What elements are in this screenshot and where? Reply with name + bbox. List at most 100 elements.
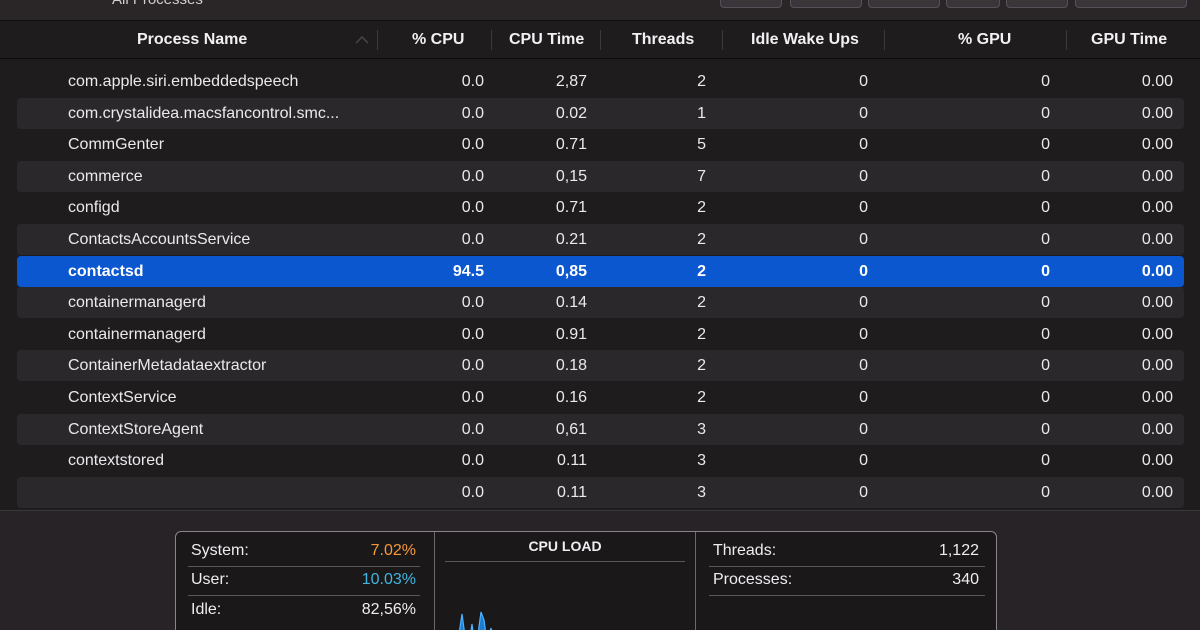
cpu-load-graph-line: [458, 611, 493, 630]
idle-stat: Idle: 82,56%: [191, 597, 416, 623]
threads-cell: 1: [697, 104, 706, 122]
column-divider[interactable]: [722, 30, 723, 50]
column-divider[interactable]: [491, 30, 492, 50]
process-name-cell: ContactsAccountsService: [68, 231, 251, 248]
column-divider[interactable]: [1066, 30, 1067, 50]
divider: [188, 595, 420, 596]
process-name-cell: contextstored: [68, 452, 165, 470]
table-row[interactable]: ContextService 0.0 0.16 2 0 0 0.00: [17, 382, 1184, 413]
cpu-time-cell: 0,85: [555, 262, 587, 280]
idle-wake-ups-cell: 0: [859, 452, 868, 470]
gpu-time-cell: 0.00: [1141, 136, 1173, 154]
cpu-cell: 0.0: [461, 389, 484, 406]
system-label: System:: [191, 542, 249, 559]
toolbar-segment-cpu[interactable]: [720, 0, 782, 8]
gpu-cell: 0: [1041, 389, 1050, 406]
threads-stat: Threads: 1,122: [713, 538, 979, 564]
threads-cell: 2: [697, 294, 706, 312]
processes-value: 340: [952, 571, 979, 588]
gpu-cell: 0: [1041, 231, 1050, 248]
idle-wake-ups-cell: 0: [859, 136, 868, 154]
idle-wake-ups-cell: 0: [859, 231, 868, 248]
column-header-cpu-time[interactable]: CPU Time: [509, 31, 585, 48]
table-row[interactable]: CommGenter 0.0 0.71 5 0 0 0.00: [17, 129, 1184, 160]
table-row[interactable]: containermanagerd 0.0 0.91 2 0 0 0.00: [17, 319, 1184, 350]
processes-stat: Processes: 340: [713, 567, 979, 593]
table-row[interactable]: contextstored 0.0 0.11 3 0 0 0.00: [17, 445, 1184, 476]
column-header-gpu-time[interactable]: GPU Time: [1091, 31, 1168, 48]
cpu-time-cell: 0.18: [555, 357, 587, 375]
table-row-selected[interactable]: contactsd 94.5 0,85 2 0 0 0.00: [17, 255, 1184, 287]
system-value: 7.02%: [370, 542, 416, 559]
gpu-time-cell: 0.00: [1141, 483, 1173, 501]
toolbar: All Processes: [0, 0, 1200, 21]
table-row[interactable]: com.crystalidea.macsfancontrol.smc... 0.0…: [17, 97, 1184, 129]
process-name-cell: ContextService: [68, 389, 177, 406]
cpu-load-panel: CPU LOAD: [434, 532, 696, 630]
cpu-usage-panel: System: 7.02% User: 10.03% Idle: 82,56%: [176, 532, 433, 630]
idle-wake-ups-cell: 0: [859, 262, 868, 280]
search-field[interactable]: [1075, 0, 1187, 8]
table-header: Process Name % CPU CPU Time Threads Idle…: [0, 21, 1200, 59]
gpu-cell: 0: [1041, 325, 1050, 343]
cpu-cell: 0.0: [461, 104, 484, 122]
toolbar-segment-energy[interactable]: [868, 0, 940, 8]
column-header-threads[interactable]: Threads: [632, 31, 695, 48]
user-stat: User: 10.03%: [191, 567, 416, 593]
threads-cell: 3: [697, 452, 706, 470]
column-header-idle-wake-ups[interactable]: Idle Wake Ups: [751, 31, 859, 48]
idle-wake-ups-cell: 0: [859, 420, 868, 438]
table-row[interactable]: containermanagerd 0.0 0.14 2 0 0 0.00: [17, 287, 1184, 319]
sort-chevron-icon[interactable]: [355, 35, 369, 45]
column-divider[interactable]: [600, 30, 601, 50]
table-row[interactable]: commerce 0.0 0,15 7 0 0 0.00: [17, 160, 1184, 192]
cpu-cell: 0.0: [461, 294, 484, 312]
system-stat: System: 7.02%: [191, 538, 416, 564]
gpu-cell: 0: [1041, 294, 1050, 312]
column-header-gpu[interactable]: % GPU: [958, 31, 1012, 48]
view-filter-label[interactable]: All Processes: [112, 0, 203, 8]
column-divider[interactable]: [377, 30, 378, 50]
idle-wake-ups-cell: 0: [859, 294, 868, 312]
idle-wake-ups-cell: 0: [859, 199, 868, 217]
threads-cell: 2: [697, 262, 706, 280]
threads-value: 1,122: [938, 542, 979, 559]
divider: [188, 566, 420, 567]
cpu-time-cell: 0.71: [555, 136, 587, 154]
stats-footer: System: 7.02% User: 10.03% Idle: 82,56% …: [0, 510, 1200, 630]
threads-cell: 2: [697, 325, 706, 343]
gpu-time-cell: 0.00: [1141, 73, 1173, 90]
toolbar-segment-disk[interactable]: [946, 0, 1000, 8]
threads-cell: 7: [697, 167, 706, 185]
threads-cell: 2: [697, 199, 706, 217]
cpu-cell: 0.0: [461, 420, 484, 438]
idle-wake-ups-cell: 0: [859, 325, 868, 343]
threads-cell: 2: [697, 389, 706, 406]
toolbar-segment-memory[interactable]: [790, 0, 862, 8]
table-row[interactable]: 0.0 0.11 3 0 0 0.00: [17, 476, 1184, 508]
cpu-time-cell: 0.11: [557, 452, 587, 470]
toolbar-segment-network[interactable]: [1006, 0, 1068, 8]
process-name-cell: configd: [68, 199, 120, 217]
gpu-time-cell: 0.00: [1141, 104, 1173, 122]
process-name-cell: ContextStoreAgent: [68, 420, 204, 438]
idle-wake-ups-cell: 0: [859, 104, 868, 122]
cpu-cell: 0.0: [461, 357, 484, 375]
gpu-time-cell: 0.00: [1141, 357, 1173, 375]
column-header-cpu[interactable]: % CPU: [412, 31, 465, 48]
table-row[interactable]: configd 0.0 0.71 2 0 0 0.00: [17, 192, 1184, 223]
process-name-cell: contactsd: [68, 262, 144, 280]
idle-label: Idle:: [191, 601, 222, 618]
table-row[interactable]: com.apple.siri.embeddedspeech 0.0 2,87 2 0 0 0…: [17, 66, 1184, 97]
threads-cell: 2: [697, 73, 706, 90]
table-row[interactable]: ContainerMetadataextractor 0.0 0.18 2 0 0 0.00: [17, 350, 1184, 382]
table-row[interactable]: ContactsAccountsService 0.0 0.21 2 0 0 0.00: [17, 224, 1184, 255]
column-divider[interactable]: [884, 30, 885, 50]
cpu-time-cell: 0.71: [555, 199, 587, 217]
gpu-cell: 0: [1041, 420, 1050, 438]
process-name-cell: CommGenter: [68, 136, 165, 154]
column-header-process-name[interactable]: Process Name: [137, 31, 248, 48]
table-row[interactable]: ContextStoreAgent 0.0 0,61 3 0 0 0.00: [17, 413, 1184, 445]
process-table: com.apple.siri.embeddedspeech 0.0 2,87 2 0 0 0…: [0, 59, 1200, 509]
